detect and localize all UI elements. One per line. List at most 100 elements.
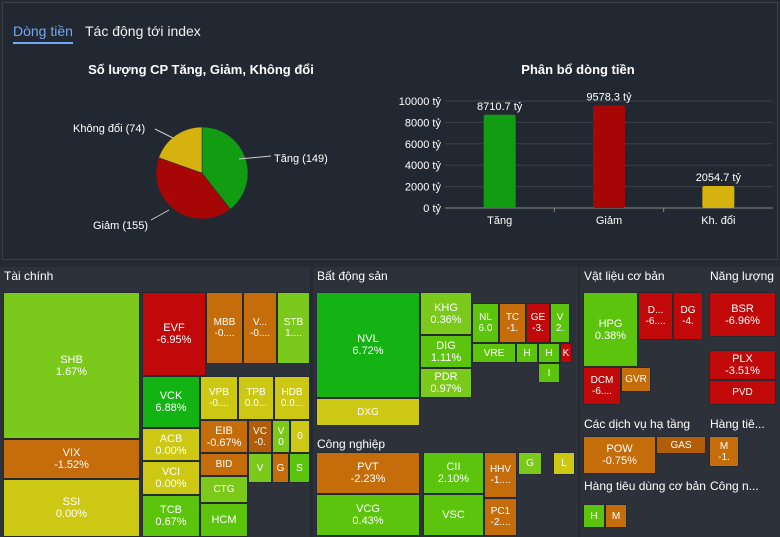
chart-panel: Dòng tiền Tác động tới index Số lượng CP… bbox=[2, 2, 778, 260]
bar-2[interactable] bbox=[702, 186, 735, 208]
sector-title: Tài chính bbox=[4, 269, 54, 283]
bar-0[interactable] bbox=[483, 114, 516, 208]
stock-tile[interactable]: K bbox=[560, 343, 572, 363]
stock-ticker: DG bbox=[680, 305, 696, 316]
stock-ticker: EVF bbox=[163, 322, 185, 334]
stock-tile[interactable]: GE -3. bbox=[526, 303, 550, 343]
stock-tile[interactable]: DG -4. bbox=[673, 292, 703, 340]
stock-tile[interactable]: DCM -6.... bbox=[583, 367, 621, 405]
stock-tile[interactable]: H bbox=[538, 343, 560, 363]
stock-change: 0.0... bbox=[280, 398, 304, 409]
stock-ticker: H bbox=[523, 347, 531, 359]
stock-tile[interactable]: H bbox=[516, 343, 538, 363]
pie-slice-1[interactable] bbox=[155, 157, 231, 220]
stock-ticker: K bbox=[562, 347, 570, 359]
stock-change: -1. bbox=[718, 451, 730, 463]
stock-tile[interactable]: TPB 0.0... bbox=[238, 376, 274, 420]
stock-ticker: I bbox=[547, 367, 551, 379]
stock-tile[interactable]: M bbox=[605, 504, 627, 528]
stock-ticker: GAS bbox=[670, 439, 692, 451]
stock-tile[interactable]: 0 bbox=[290, 420, 310, 453]
stock-ticker: PLX bbox=[732, 353, 753, 365]
stock-tile[interactable]: I bbox=[538, 363, 560, 383]
stock-tile[interactable]: EVF -6.95% bbox=[142, 292, 206, 376]
stock-tile[interactable]: BSR -6.96% bbox=[709, 292, 776, 337]
stock-tile[interactable]: V... -0.... bbox=[243, 292, 277, 364]
stock-tile[interactable]: TC -1. bbox=[499, 303, 526, 343]
stock-tile[interactable]: V 2. bbox=[550, 303, 570, 343]
stock-ticker: HHV bbox=[489, 464, 512, 475]
stock-tile[interactable]: VCK 6.88% bbox=[142, 376, 200, 428]
sector-title: Công n... bbox=[710, 479, 759, 493]
stock-tile[interactable]: NL 6.0 bbox=[472, 303, 499, 343]
tab-dong-tien[interactable]: Dòng tiền bbox=[13, 23, 73, 44]
stock-change: 0.97% bbox=[430, 383, 462, 395]
stock-tile[interactable]: PC1 -2.... bbox=[484, 498, 517, 536]
stock-tile[interactable]: NVL 6.72% bbox=[316, 292, 420, 398]
stock-tile[interactable]: V bbox=[248, 453, 272, 483]
stock-tile[interactable]: DXG bbox=[316, 398, 420, 426]
stock-tile[interactable]: ACB 0.00% bbox=[142, 428, 200, 461]
stock-ticker: VCG bbox=[356, 503, 380, 515]
stock-tile[interactable]: HCM bbox=[200, 503, 248, 537]
stock-tile[interactable]: PLX -3.51% bbox=[709, 350, 776, 380]
pie-slice-2[interactable] bbox=[158, 126, 203, 174]
stock-ticker: ACB bbox=[159, 432, 183, 445]
stock-tile[interactable]: VRE bbox=[472, 343, 516, 363]
stock-ticker: TCB bbox=[160, 504, 182, 516]
stock-tile[interactable]: GVR bbox=[621, 367, 651, 392]
stock-tile[interactable]: G bbox=[518, 452, 542, 475]
stock-tile[interactable]: HHV -1.... bbox=[484, 452, 517, 498]
stock-tile[interactable]: VSC bbox=[423, 494, 484, 536]
stock-ticker: G bbox=[276, 462, 285, 474]
stock-tile[interactable]: HPG 0.38% bbox=[583, 292, 638, 367]
stock-tile[interactable]: PVD bbox=[709, 380, 776, 405]
stock-tile[interactable]: VC -0. bbox=[248, 420, 272, 453]
stock-tile[interactable]: STB 1.... bbox=[277, 292, 310, 364]
stock-ticker: H bbox=[590, 510, 598, 522]
stock-tile[interactable]: POW -0.75% bbox=[583, 436, 656, 474]
stock-ticker: TC bbox=[505, 312, 520, 323]
sector-7: Hàng tiêu dùng cơ bản H M bbox=[580, 477, 706, 537]
stock-tile[interactable]: SHB 1.67% bbox=[3, 292, 140, 439]
stock-tile[interactable]: S bbox=[289, 453, 310, 483]
stock-tile[interactable]: CTG bbox=[200, 476, 248, 503]
stock-tile[interactable]: SSI 0.00% bbox=[3, 479, 140, 537]
stock-tile[interactable]: M -1. bbox=[709, 436, 739, 467]
bar-1[interactable] bbox=[593, 105, 625, 208]
stock-ticker: VRE bbox=[483, 347, 505, 359]
stock-tile[interactable]: G bbox=[272, 453, 289, 483]
sector-5: Các dịch vụ hạ tầng POW -0.75% GAS bbox=[580, 415, 706, 477]
tab-tac-dong-index[interactable]: Tác động tới index bbox=[85, 23, 201, 39]
stock-tile[interactable]: HDB 0.0... bbox=[274, 376, 310, 420]
stock-tile[interactable]: PDR 0.97% bbox=[420, 368, 472, 398]
stock-tile[interactable]: KHG 0.36% bbox=[420, 292, 472, 335]
stock-tile[interactable]: VIX -1.52% bbox=[3, 439, 140, 479]
stock-tile[interactable]: CII 2.10% bbox=[423, 452, 484, 494]
stock-change: -3. bbox=[532, 323, 544, 334]
stock-tile[interactable]: GAS bbox=[656, 436, 706, 454]
stock-tile[interactable]: EIB -0.67% bbox=[200, 420, 248, 453]
stock-tile[interactable]: D... -6.... bbox=[638, 292, 673, 340]
stock-tile[interactable]: BID bbox=[200, 453, 248, 476]
stock-tile[interactable]: DIG 1.11% bbox=[420, 335, 472, 368]
stock-tile[interactable]: PVT -2.23% bbox=[316, 452, 420, 494]
stock-tile[interactable]: TCB 0.67% bbox=[142, 495, 200, 537]
stock-ticker: EIB bbox=[215, 424, 233, 437]
stock-ticker: VIX bbox=[62, 447, 81, 459]
stock-change: 1.67% bbox=[55, 365, 88, 378]
stock-change: 2. bbox=[555, 323, 565, 334]
pie-leader-up bbox=[238, 155, 272, 160]
stock-tile[interactable]: VPB -0.... bbox=[200, 376, 238, 420]
stock-change: -1.... bbox=[490, 475, 511, 486]
pie-chart-title: Số lượng CP Tăng, Giảm, Không đổi bbox=[88, 62, 314, 77]
stock-tile[interactable]: MBB -0.... bbox=[206, 292, 243, 364]
stock-ticker: D... bbox=[647, 305, 664, 316]
stock-ticker: V bbox=[277, 425, 285, 437]
stock-tile[interactable]: H bbox=[583, 504, 605, 528]
stock-tile[interactable]: VCG 0.43% bbox=[316, 494, 420, 536]
stock-tile[interactable]: VCI 0.00% bbox=[142, 461, 200, 495]
stock-ticker: 0 bbox=[297, 431, 303, 442]
stock-tile[interactable]: L bbox=[553, 452, 575, 475]
